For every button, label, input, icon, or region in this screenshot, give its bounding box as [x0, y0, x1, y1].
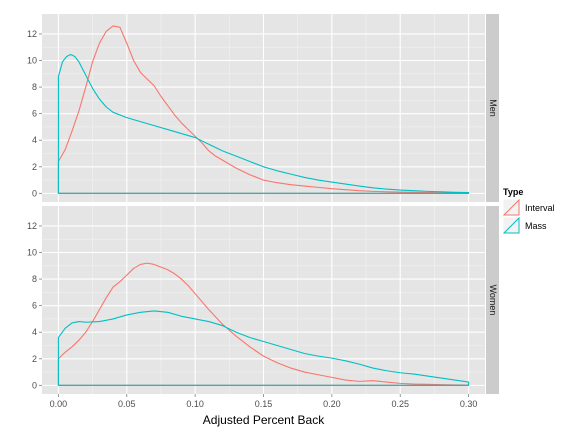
- x-axis: 0.00 0.05 0.10 0.15 0.20 0.25 0.30: [50, 394, 478, 409]
- series-line-interval: [57, 262, 470, 386]
- x-tick-label: 0.15: [255, 399, 273, 409]
- y-tick-label: 4: [32, 135, 37, 145]
- facet-strip-label: Men: [488, 99, 498, 117]
- x-tick-label: 0.25: [391, 399, 409, 409]
- facet-strip: [486, 206, 499, 394]
- y-tick-label: 8: [32, 82, 37, 92]
- panel-men: 0 2 4 6 8 10 12 Men: [27, 14, 499, 202]
- facet-strip: [486, 14, 499, 202]
- series-line-mass: [57, 310, 470, 386]
- y-tick-label: 10: [27, 248, 37, 258]
- series-line-interval: [57, 25, 470, 194]
- panel-women: 0 2 4 6 8 10 12 Women: [27, 206, 499, 394]
- y-tick-label: 6: [32, 109, 37, 119]
- x-axis-title: Adjusted Percent Back: [203, 413, 325, 427]
- legend-label: Mass: [525, 221, 547, 231]
- legend-title: Type: [503, 187, 523, 197]
- y-tick-label: 12: [27, 29, 37, 39]
- x-tick-label: 0.10: [186, 399, 204, 409]
- legend-item-interval: Interval: [502, 198, 555, 217]
- legend: Type Interval Mass: [502, 187, 555, 235]
- x-tick-label: 0.00: [50, 399, 68, 409]
- x-tick-label: 0.30: [460, 399, 478, 409]
- facet-panels: 0 2 4 6 8 10 12 Men 0 2 4 6 8 10 12 Women: [27, 14, 499, 394]
- y-tick-label: 2: [32, 162, 37, 172]
- y-tick-label: 10: [27, 56, 37, 66]
- y-tick-label: 2: [32, 354, 37, 364]
- legend-item-mass: Mass: [502, 216, 547, 235]
- y-tick-label: 0: [32, 188, 37, 198]
- y-tick-label: 0: [32, 380, 37, 390]
- x-tick-label: 0.05: [118, 399, 136, 409]
- series-line-mass: [57, 53, 470, 194]
- facet-strip-label: Women: [488, 285, 498, 316]
- legend-items: Interval Mass: [502, 198, 555, 235]
- y-tick-label: 4: [32, 327, 37, 337]
- legend-key-glyph: [502, 198, 520, 216]
- x-tick-label: 0.20: [323, 399, 341, 409]
- legend-key-glyph: [502, 216, 520, 234]
- legend-label: Interval: [525, 203, 555, 213]
- y-tick-label: 8: [32, 274, 37, 284]
- y-tick-label: 12: [27, 221, 37, 231]
- y-tick-label: 6: [32, 301, 37, 311]
